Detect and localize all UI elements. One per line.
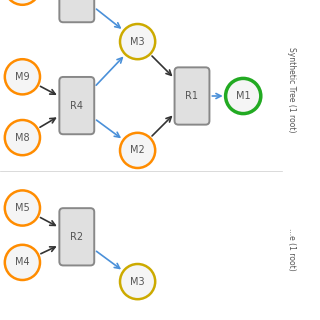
- Text: M8: M8: [15, 132, 30, 143]
- Text: ...e (1 root): ...e (1 root): [287, 228, 296, 271]
- Circle shape: [5, 120, 40, 155]
- FancyBboxPatch shape: [175, 68, 210, 124]
- Text: R4: R4: [70, 100, 83, 111]
- Circle shape: [120, 133, 155, 168]
- Circle shape: [120, 264, 155, 299]
- FancyBboxPatch shape: [60, 208, 94, 266]
- Text: M3: M3: [130, 276, 145, 287]
- Circle shape: [5, 190, 40, 226]
- Circle shape: [226, 78, 261, 114]
- Circle shape: [5, 245, 40, 280]
- Circle shape: [120, 24, 155, 59]
- Text: M2: M2: [130, 145, 145, 156]
- Text: M3: M3: [130, 36, 145, 47]
- Text: M9: M9: [15, 72, 30, 82]
- Text: Synthetic Tree (1 root): Synthetic Tree (1 root): [287, 47, 296, 132]
- Text: M4: M4: [15, 257, 30, 268]
- Text: M5: M5: [15, 203, 30, 213]
- Text: R1: R1: [186, 91, 198, 101]
- Text: M1: M1: [236, 91, 251, 101]
- Circle shape: [5, 59, 40, 94]
- Circle shape: [5, 0, 40, 5]
- Text: R2: R2: [70, 232, 84, 242]
- FancyBboxPatch shape: [60, 0, 94, 22]
- FancyBboxPatch shape: [60, 77, 94, 134]
